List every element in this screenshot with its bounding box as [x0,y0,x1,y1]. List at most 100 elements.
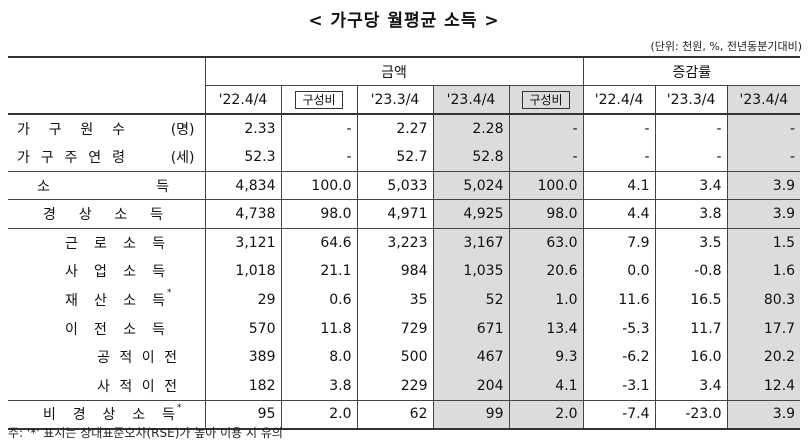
table-cell: 182 [204,371,281,401]
table-cell: 3.8 [654,199,728,229]
table-cell: 4,971 [356,199,433,229]
table-row: 소 득 4,834 100.0 5,033 5,024 100.0 4.1 3.4 3.9 [8,170,801,200]
income-table: 금액 증감률 '22.4/4 구성비 '23.3/4 '23.4/4 구성비 '… [8,56,801,430]
table-cell: 0.6 [280,285,357,315]
table-cell: - [280,142,357,172]
table-cell: 11.7 [654,314,728,343]
table-cell: 52 [432,285,509,315]
row-unit: (세) [170,149,195,166]
table-row: 사 업 소 득 1,018 21.1 984 1,035 20.6 0.0 -0.8 1.6 [8,257,801,286]
table-cell: 100.0 [280,170,357,200]
table-cell: -23.0 [654,399,728,429]
table-cell: - [726,114,801,143]
table-row: 이 전 소 득 570 11.8 729 671 13.4 -5.3 11.7 17.7 [8,314,801,343]
table-cell: 29 [204,285,281,315]
header-column-row: '22.4/4 구성비 '23.3/4 '23.4/4 구성비 '22.4/4 … [8,85,801,116]
table-cell: 52.7 [356,142,433,172]
row-label: 재 산 소 득 * [65,287,172,310]
table-cell: 100.0 [508,170,584,200]
table-cell: - [654,114,728,143]
table-cell: 3,223 [356,228,433,258]
header-change-group: 증감률 [582,57,801,87]
table-cell: 52.3 [204,142,281,172]
table-cell: 17.7 [726,314,801,343]
table-cell: 389 [204,342,281,372]
header-amount-group: 금액 [204,57,584,87]
table-cell: 984 [356,257,433,286]
table-cell: 4.1 [508,371,584,401]
table-cell: 3.8 [280,371,357,401]
table-cell: 2.0 [280,399,357,429]
table-cell: 16.0 [654,342,728,372]
page-title: < 가구당 월평균 소득 > [308,11,500,31]
header-col: '23.3/4 [356,85,433,116]
table-cell: 3,167 [432,228,509,258]
header-col: '22.4/4 [582,85,656,116]
table-cell: -7.4 [582,399,656,429]
table-row: 공 적 이 전 389 8.0 500 467 9.3 -6.2 16.0 20.2 [8,342,801,372]
table-cell: 7.9 [582,228,656,258]
table-cell: -3.1 [582,371,656,401]
table-cell: 11.8 [280,314,357,343]
table-cell: 80.3 [726,285,801,315]
table-row: 근 로 소 득 3,121 64.6 3,223 3,167 63.0 7.9 3.5 1.5 [8,228,801,258]
table-row: 사 적 이 전 182 3.8 229 204 4.1 -3.1 3.4 12.4 [8,371,801,401]
row-unit: (명) [170,121,195,138]
table-cell: 99 [432,399,509,429]
table-cell: - [654,142,728,172]
table-cell: 35 [356,285,433,315]
table-cell: 4.4 [582,199,656,229]
table-cell: 13.4 [508,314,584,343]
table-cell: 3.9 [726,399,801,429]
header-group-row: 금액 증감률 [8,57,801,87]
table-cell: 2.33 [204,114,281,143]
table-cell: 21.1 [280,257,357,286]
table-cell: 4.1 [582,170,656,200]
header-corner [8,57,205,86]
table-cell: 16.5 [654,285,728,315]
table-cell: -0.8 [654,257,728,286]
table-cell: 3.4 [654,371,728,401]
table-cell: 4,834 [204,170,281,200]
table-cell: 3.5 [654,228,728,258]
header-col: '22.4/4 [204,85,281,116]
table-cell: 20.2 [726,342,801,372]
table-cell: 3,121 [204,228,281,258]
table-cell: 570 [204,314,281,343]
table-cell: 204 [432,371,509,401]
table-cell: - [726,142,801,172]
table-cell: 63.0 [508,228,584,258]
table-cell: 95 [204,399,281,429]
table-cell: 467 [432,342,509,372]
table-cell: 3.9 [726,170,801,200]
header-col: '23.4/4 [432,85,509,116]
table-row: 비 경 상 소 득 * 95 2.0 62 99 2.0 -7.4 -23.0 3.9 [8,399,801,429]
table-cell: 8.0 [280,342,357,372]
header-col-share: 구성비 [508,85,584,116]
table-cell: 0.0 [582,257,656,286]
footnote: 주: '*' 표시는 상대표준오차(RSE)가 높아 이용 시 유의 [8,426,283,440]
header-col: '23.4/4 [726,85,801,116]
table-cell: 1.5 [726,228,801,258]
row-label: 가 구 주 연 령 (세) [8,143,205,172]
table-cell: 1.6 [726,257,801,286]
table-cell: 5,024 [432,170,509,200]
table-cell: 1,018 [204,257,281,286]
table-cell: 4,925 [432,199,509,229]
table-cell: - [280,114,357,143]
row-label: 비 경 상 소 득 * [8,399,205,429]
rse-star-mark: * [167,287,172,298]
table-cell: 98.0 [508,199,584,229]
table-cell: 2.0 [508,399,584,429]
table-cell: 2.27 [356,114,433,143]
table-cell: -6.2 [582,342,656,372]
table-cell: 4,738 [204,199,281,229]
table-cell: 62 [356,399,433,429]
table-cell: 3.4 [654,170,728,200]
header-col-share: 구성비 [280,85,357,116]
